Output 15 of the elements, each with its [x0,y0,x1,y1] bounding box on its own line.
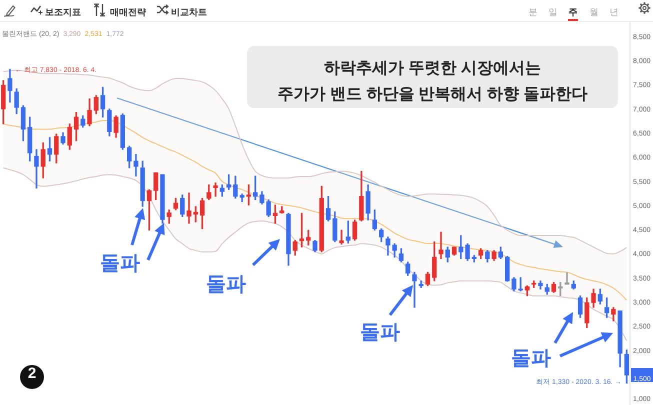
text: 보조지표 [45,6,81,19]
text: 년 [610,6,618,19]
line-series [2,167,628,342]
number-badge: 2 [20,365,44,389]
text: 일 [548,6,558,19]
text: 비교차트 [171,6,207,19]
text: 매매전략 [110,6,146,19]
annotation: 돌파 [100,252,140,276]
callout-box: 하락추세가 뚜렷한 시장에서는 주가가 밴드 하단을 반복해서 하향 돌파한다 [247,46,618,108]
annotation: 돌파 [360,320,400,346]
text: 분 [528,6,538,19]
annotation: 돌파 [206,272,246,298]
text: 주 [568,6,578,19]
text: 월 [590,6,598,19]
annotation: 돌파 [511,346,551,372]
